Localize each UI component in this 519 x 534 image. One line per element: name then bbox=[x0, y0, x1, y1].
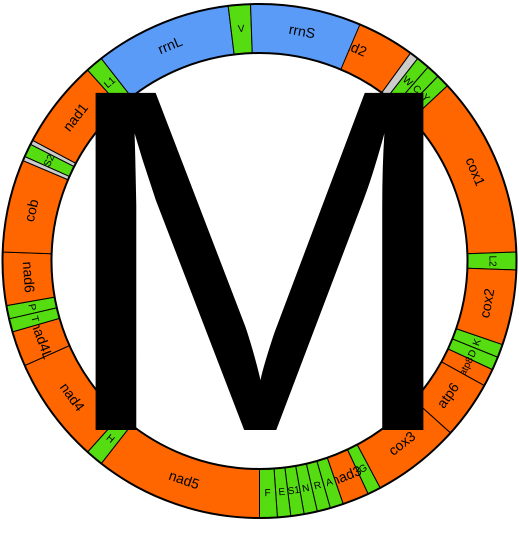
segment-label-r: R bbox=[313, 480, 323, 492]
segment-label-f: F bbox=[264, 488, 270, 499]
segment-label-k: K bbox=[471, 337, 484, 347]
segment-label-n: N bbox=[301, 483, 310, 495]
segment-label-v: V bbox=[238, 24, 246, 36]
ring-inner-outline bbox=[50, 52, 469, 470]
segment-label-s2: S2 bbox=[42, 153, 57, 169]
segment-label-d: D bbox=[466, 348, 479, 359]
mitogenome-map: IQMnad2WCYcox1L2cox2KDatp8atp6cox3Gnad3A… bbox=[1, 3, 518, 519]
segment-label-t: T bbox=[28, 315, 40, 324]
segment-label-rrns: rrnS bbox=[288, 21, 317, 42]
ring-outer-outline bbox=[1, 3, 518, 519]
segment-label-nad6: nad6 bbox=[20, 261, 38, 293]
segment-label-s1: S1 bbox=[287, 485, 301, 498]
segment-label-p: P bbox=[25, 303, 37, 312]
genome-ring: IQMnad2WCYcox1L2cox2KDatp8atp6cox3Gnad3A… bbox=[1, 3, 518, 519]
segment-label-l2: L2 bbox=[486, 255, 497, 267]
segment-label-cob: cob bbox=[21, 197, 42, 223]
segment-label-a: A bbox=[325, 477, 335, 490]
segment-label-cox2: cox2 bbox=[476, 287, 497, 319]
segment-label-e: E bbox=[278, 487, 286, 499]
